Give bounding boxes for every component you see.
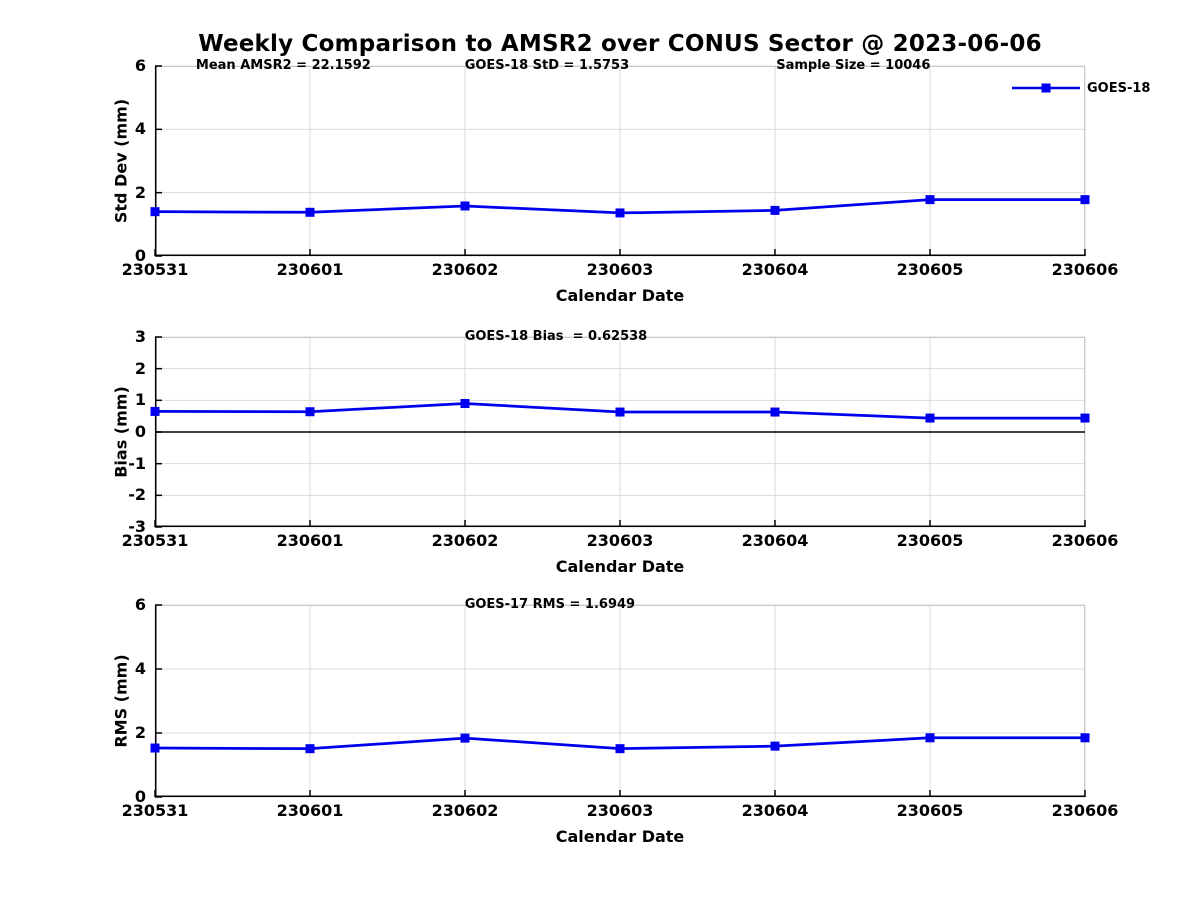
- x-tick-label: 230603: [586, 260, 654, 279]
- x-tick-label: 230604: [741, 801, 809, 820]
- stddev-plot: [150, 65, 1090, 257]
- y-tick-label: 6: [134, 56, 146, 75]
- x-tick-label: 230604: [741, 531, 809, 550]
- plot-annotation: GOES-17 RMS = 1.6949: [464, 597, 636, 612]
- legend-line-marker-icon: [1012, 83, 1080, 93]
- plot-annotation: GOES-18 StD = 1.5753: [464, 58, 630, 73]
- x-tick-label: 230602: [431, 260, 499, 279]
- figure-title: Weekly Comparison to AMSR2 over CONUS Se…: [198, 31, 1042, 57]
- x-tick-label: 230606: [1051, 531, 1119, 550]
- rms-y-tick-labels: 0 2 4 6: [86, 595, 146, 806]
- x-tick-label: 230606: [1051, 801, 1119, 820]
- y-tick-label: 0: [134, 246, 146, 265]
- y-tick-label: 2: [134, 182, 146, 202]
- y-tick-label: 3: [134, 327, 146, 346]
- x-tick-label: 230602: [431, 801, 499, 820]
- x-tick-label: 230605: [896, 260, 964, 279]
- x-tick-label: 230531: [121, 531, 189, 550]
- y-tick-label: -1: [128, 453, 146, 473]
- rms-annotations: GOES-17 RMS = 1.6949: [0, 596, 1200, 614]
- x-tick-label: 230603: [586, 801, 654, 820]
- plot-annotation: Mean AMSR2 = 22.1592: [195, 58, 371, 73]
- bias-annotations: GOES-18 Bias = 0.62538: [0, 328, 1200, 346]
- y-tick-label: -3: [128, 517, 146, 536]
- y-tick-label: 4: [134, 119, 146, 139]
- bias-plot: [150, 336, 1090, 528]
- x-tick-label: 230531: [121, 801, 189, 820]
- stddev-x-tick-labels: 230531 230601 230602 230603 230604 230605 2306…: [0, 259, 1200, 281]
- legend: GOES-18: [1012, 78, 1150, 98]
- rms-x-axis-label: Calendar Date: [555, 827, 685, 846]
- x-tick-label: 230603: [586, 531, 654, 550]
- x-tick-label: 230531: [121, 260, 189, 279]
- x-tick-label: 230605: [896, 801, 964, 820]
- rms-x-tick-labels: 230531 230601 230602 230603 230604 230605 2306…: [0, 800, 1200, 822]
- x-tick-label: 230601: [276, 531, 344, 550]
- rms-plot: [150, 604, 1090, 798]
- legend-label: GOES-18: [1087, 80, 1151, 96]
- x-tick-label: 230604: [741, 260, 809, 279]
- y-tick-label: 2: [134, 723, 146, 742]
- plot-annotation: Sample Size = 10046: [776, 58, 931, 73]
- y-tick-label: 6: [134, 595, 146, 614]
- x-tick-label: 230602: [431, 531, 499, 550]
- y-tick-label: 0: [134, 787, 146, 806]
- x-tick-label: 230605: [896, 531, 964, 550]
- stddev-x-axis-label: Calendar Date: [555, 286, 685, 305]
- stddev-annotations: Mean AMSR2 = 22.1592 GOES-18 StD = 1.5753…: [0, 57, 1200, 75]
- x-tick-label: 230606: [1051, 260, 1119, 279]
- bias-x-tick-labels: 230531 230601 230602 230603 230604 230605 2306…: [0, 530, 1200, 552]
- y-tick-label: 2: [134, 358, 146, 378]
- y-tick-label: -2: [128, 485, 146, 505]
- y-tick-label: 0: [134, 422, 146, 441]
- bias-y-tick-labels: -3 -2 -1 0 1 2 3: [86, 327, 146, 536]
- x-tick-label: 230601: [276, 260, 344, 279]
- x-tick-label: 230601: [276, 801, 344, 820]
- stddev-y-tick-labels: 0 2 4 6: [86, 56, 146, 265]
- bias-x-axis-label: Calendar Date: [555, 557, 685, 576]
- y-tick-label: 4: [134, 659, 146, 678]
- y-tick-label: 1: [134, 390, 146, 410]
- plot-annotation: GOES-18 Bias = 0.62538: [464, 329, 648, 344]
